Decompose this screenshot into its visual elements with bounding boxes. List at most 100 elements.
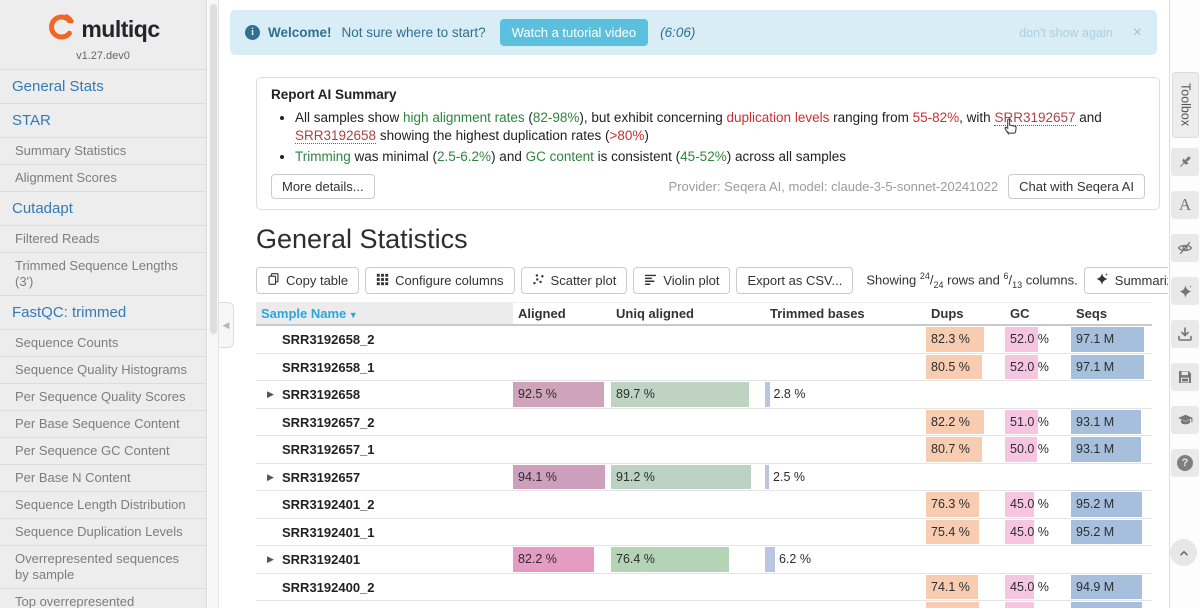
sidebar-item-per-sequence-gc-content[interactable]: Per Sequence GC Content [0, 438, 206, 465]
close-icon[interactable]: × [1132, 23, 1142, 41]
table-row[interactable]: SRR3192401_1 75.4 % 45.0 % 95.2 M [256, 519, 1152, 546]
ai-summary-text: ) and [491, 149, 526, 164]
expand-row-icon[interactable]: ▶ [267, 389, 274, 399]
scroll-to-top-button[interactable] [1170, 539, 1197, 566]
download-icon[interactable] [1171, 320, 1199, 348]
ai-summary-text: and [1075, 110, 1102, 125]
seqs-value: 94.9 M [1076, 579, 1115, 594]
sidebar-item-sequence-counts[interactable]: Sequence Counts [0, 330, 206, 357]
toolbox-panel: Toolbox A ? [1169, 0, 1200, 608]
sidebar-item-general-stats[interactable]: General Stats [0, 70, 206, 104]
column-header-gc[interactable]: GC [1005, 303, 1069, 324]
showing-summary: Showing 24/24 rows and 6/13 columns. [866, 271, 1078, 290]
table-row[interactable]: SRR3192401_2 76.3 % 45.0 % 95.2 M [256, 491, 1152, 519]
column-header-seqs[interactable]: Seqs [1071, 303, 1146, 324]
more-details-button[interactable]: More details... [271, 174, 375, 199]
copy-icon [267, 272, 280, 289]
sidebar-item-fastqc-trimmed[interactable]: FastQC: trimmed [0, 296, 206, 330]
hide-samples-icon[interactable] [1171, 234, 1199, 262]
seqs-value: 93.1 M [1076, 442, 1115, 456]
sidebar-item-sequence-duplication-levels[interactable]: Sequence Duplication Levels [0, 519, 206, 546]
table-row[interactable]: SRR3192658_2 82.3 % 52.0 % 97.1 M [256, 326, 1152, 354]
sidebar-item-top-overrepresented-sequences[interactable]: Top overrepresented sequences [0, 589, 206, 608]
sidebar-item-per-sequence-quality-scores[interactable]: Per Sequence Quality Scores [0, 384, 206, 411]
scatter-plot-button[interactable]: Scatter plot [520, 267, 628, 294]
seqs-value: 93.1 M [1076, 414, 1115, 429]
table-row[interactable]: SRR3192657_1 80.7 % 50.0 % 93.1 M [256, 436, 1152, 464]
gc-value: 51.0 % [1010, 414, 1049, 429]
sidebar-item-cutadapt[interactable]: Cutadapt [0, 192, 206, 226]
cell-trimmed: 2.8 % [765, 381, 926, 408]
seqs-bar [1071, 354, 1144, 379]
table-row[interactable]: ▶ SRR3192658 92.5 % 89.7 % 2.8 % [256, 381, 1152, 409]
help-icon[interactable]: ? [1171, 449, 1199, 477]
dont-show-again-link[interactable]: don't show again [1019, 25, 1113, 40]
table-row[interactable]: SRR3192658_1 80.5 % 52.0 % 97.1 M [256, 354, 1152, 381]
cell-gc: 45.0 % [1005, 574, 1069, 601]
table-row[interactable]: ▶ SRR3192401 82.2 % 76.4 % 6.2 % [256, 546, 1152, 574]
ai-summary-text: 2.5-6.2% [437, 149, 492, 164]
watch-tutorial-button[interactable]: Watch a tutorial video [499, 19, 649, 46]
sidebar-collapse-handle[interactable]: ◀ [219, 302, 234, 348]
sidebar-item-sequence-length-distribution[interactable]: Sequence Length Distribution [0, 492, 206, 519]
grid-icon [376, 273, 389, 289]
sidebar-item-summary-statistics[interactable]: Summary Statistics [0, 138, 206, 165]
cell-dups: 76.0 % [926, 601, 996, 608]
general-stats-table: Sample Name ▼ Aligned Uniq aligned Trimmed … [256, 302, 1152, 608]
column-header-trimmed[interactable]: Trimmed bases [765, 303, 926, 324]
table-row[interactable]: SRR3192400_2 74.1 % 45.0 % 94.9 M [256, 574, 1152, 601]
expand-row-icon[interactable]: ▶ [267, 554, 274, 564]
sample-name: SRR3192658_1 [282, 359, 375, 375]
dups-value: 80.7 % [931, 442, 970, 456]
cell-dups: 74.1 % [926, 574, 996, 601]
sample-name: SRR3192401 [282, 552, 361, 567]
ai-summary-bullet: Trimming was minimal (2.5-6.2%) and GC c… [295, 148, 1145, 166]
table-row[interactable]: SRR3192400_1 76.0 % 45.0 % 94.9 M [256, 601, 1152, 608]
dups-bar [926, 354, 983, 379]
dups-value: 76.0 % [931, 601, 970, 608]
chat-with-seqera-button[interactable]: Chat with Seqera AI [1008, 174, 1145, 199]
summarize-button[interactable]: Summarize [1083, 267, 1168, 294]
save-icon[interactable] [1171, 363, 1199, 391]
column-header-name[interactable]: Sample Name ▼ [256, 303, 513, 324]
violin-plot-button[interactable]: Violin plot [633, 267, 731, 294]
expand-row-icon[interactable]: ▶ [267, 471, 274, 482]
cell-seqs: 97.1 M [1071, 326, 1146, 353]
cell-uniq: 89.7 % [611, 381, 765, 408]
column-header-dups[interactable]: Dups [926, 303, 996, 324]
seqs-bar [1071, 409, 1141, 434]
dups-value: 74.1 % [931, 579, 970, 594]
button-label: Scatter plot [550, 273, 617, 288]
table-row[interactable]: ▶ SRR3192657 94.1 % 91.2 % 2.5 % [256, 464, 1152, 491]
highlight-pin-icon[interactable] [1171, 148, 1199, 176]
sample-link[interactable]: SRR3192658 [295, 128, 377, 144]
sidebar-item-filtered-reads[interactable]: Filtered Reads [0, 226, 206, 253]
dups-bar [926, 602, 980, 608]
sidebar-item-sequence-quality-histograms[interactable]: Sequence Quality Histograms [0, 357, 206, 384]
sidebar-scrollbar-thumb[interactable] [210, 4, 217, 334]
column-header-uniq[interactable]: Uniq aligned [611, 303, 765, 324]
configure-columns-button[interactable]: Configure columns [365, 267, 515, 294]
export-as-csv-button[interactable]: Export as CSV... [736, 267, 854, 294]
sample-link[interactable]: SRR3192657 [994, 110, 1076, 126]
sidebar-item-star[interactable]: STAR [0, 104, 206, 138]
column-header-aligned[interactable]: Aligned [513, 303, 611, 324]
sidebar-item-per-base-sequence-content[interactable]: Per Base Sequence Content [0, 411, 206, 438]
ai-summary-text: 55-82% [912, 110, 960, 125]
tutorial-cap-icon[interactable] [1171, 406, 1199, 434]
sidebar-item-trimmed-sequence-lengths-3[interactable]: Trimmed Sequence Lengths (3') [0, 253, 206, 296]
sidebar-item-overrepresented-sequences-by-sample[interactable]: Overrepresented sequences by sample [0, 546, 206, 589]
ai-summary-text: ranging from [829, 110, 913, 125]
sidebar-scrollbar[interactable] [208, 0, 219, 608]
provider-label: Provider: Seqera AI, model: claude-3-5-s… [668, 179, 999, 194]
sidebar-item-per-base-n-content[interactable]: Per Base N Content [0, 465, 206, 492]
gc-value: 52.0 % [1010, 359, 1049, 374]
sample-name: SRR3192401_1 [282, 524, 375, 540]
seqs-bar [1071, 574, 1143, 599]
table-row[interactable]: SRR3192657_2 82.2 % 51.0 % 93.1 M [256, 409, 1152, 436]
copy-table-button[interactable]: Copy table [256, 267, 360, 294]
rename-samples-icon[interactable]: A [1171, 191, 1199, 219]
ai-sparkle-icon[interactable] [1171, 277, 1199, 305]
toolbox-tab[interactable]: Toolbox [1172, 72, 1199, 138]
sidebar-item-alignment-scores[interactable]: Alignment Scores [0, 165, 206, 192]
